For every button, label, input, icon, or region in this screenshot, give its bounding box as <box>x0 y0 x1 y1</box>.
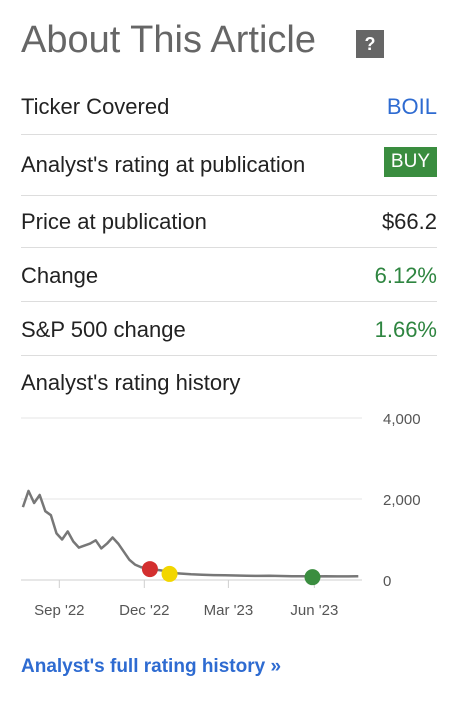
ticker-row: Ticker Covered BOIL <box>21 84 437 135</box>
rating-marker-sell <box>141 561 158 578</box>
ticker-label: Ticker Covered <box>21 94 170 119</box>
rating-history-chart: 4,000 2,000 0 Sep '22 Dec '22 Mar '23 Jun '23 <box>0 400 466 640</box>
rating-marker-hold <box>161 565 178 582</box>
sp500-label: S&P 500 change <box>21 317 186 342</box>
help-icon[interactable]: ? <box>356 30 384 58</box>
price-line <box>21 489 359 578</box>
sp500-row: S&P 500 change 1.66% <box>21 302 437 356</box>
y-tick-label: 0 <box>383 573 391 590</box>
about-header: About This Article ? <box>21 14 441 70</box>
change-label: Change <box>21 263 99 288</box>
y-tick-label: 2,000 <box>383 492 421 509</box>
x-tick-label: Mar '23 <box>204 602 254 619</box>
x-tick-label: Dec '22 <box>119 602 169 619</box>
rating-value: BUY <box>383 147 437 177</box>
full-rating-history-link[interactable]: Analyst's full rating history » <box>21 656 282 677</box>
ticker-link[interactable]: BOIL <box>386 94 437 119</box>
price-value: $66.2 <box>381 209 437 234</box>
y-tick-label: 4,000 <box>383 411 421 428</box>
price-row: Price at publication $66.2 <box>21 196 437 248</box>
price-label: Price at publication <box>21 209 207 234</box>
rating-marker-buy <box>304 569 321 586</box>
x-tick-label: Sep '22 <box>34 602 84 619</box>
chart-svg: 4,000 2,000 0 Sep '22 Dec '22 Mar '23 Jun '23 <box>21 411 421 619</box>
x-tick-label: Jun '23 <box>290 602 338 619</box>
rating-label: Analyst's rating at publication <box>21 152 306 177</box>
sp500-value: 1.66% <box>374 317 437 342</box>
change-row: Change 6.12% <box>21 248 437 302</box>
rating-history-title: Analyst's rating history <box>21 370 241 395</box>
rating-row: Analyst's rating at publication BUY <box>21 135 437 196</box>
buy-badge: BUY <box>383 147 437 177</box>
page-title: About This Article <box>21 19 317 61</box>
change-value: 6.12% <box>374 263 437 288</box>
